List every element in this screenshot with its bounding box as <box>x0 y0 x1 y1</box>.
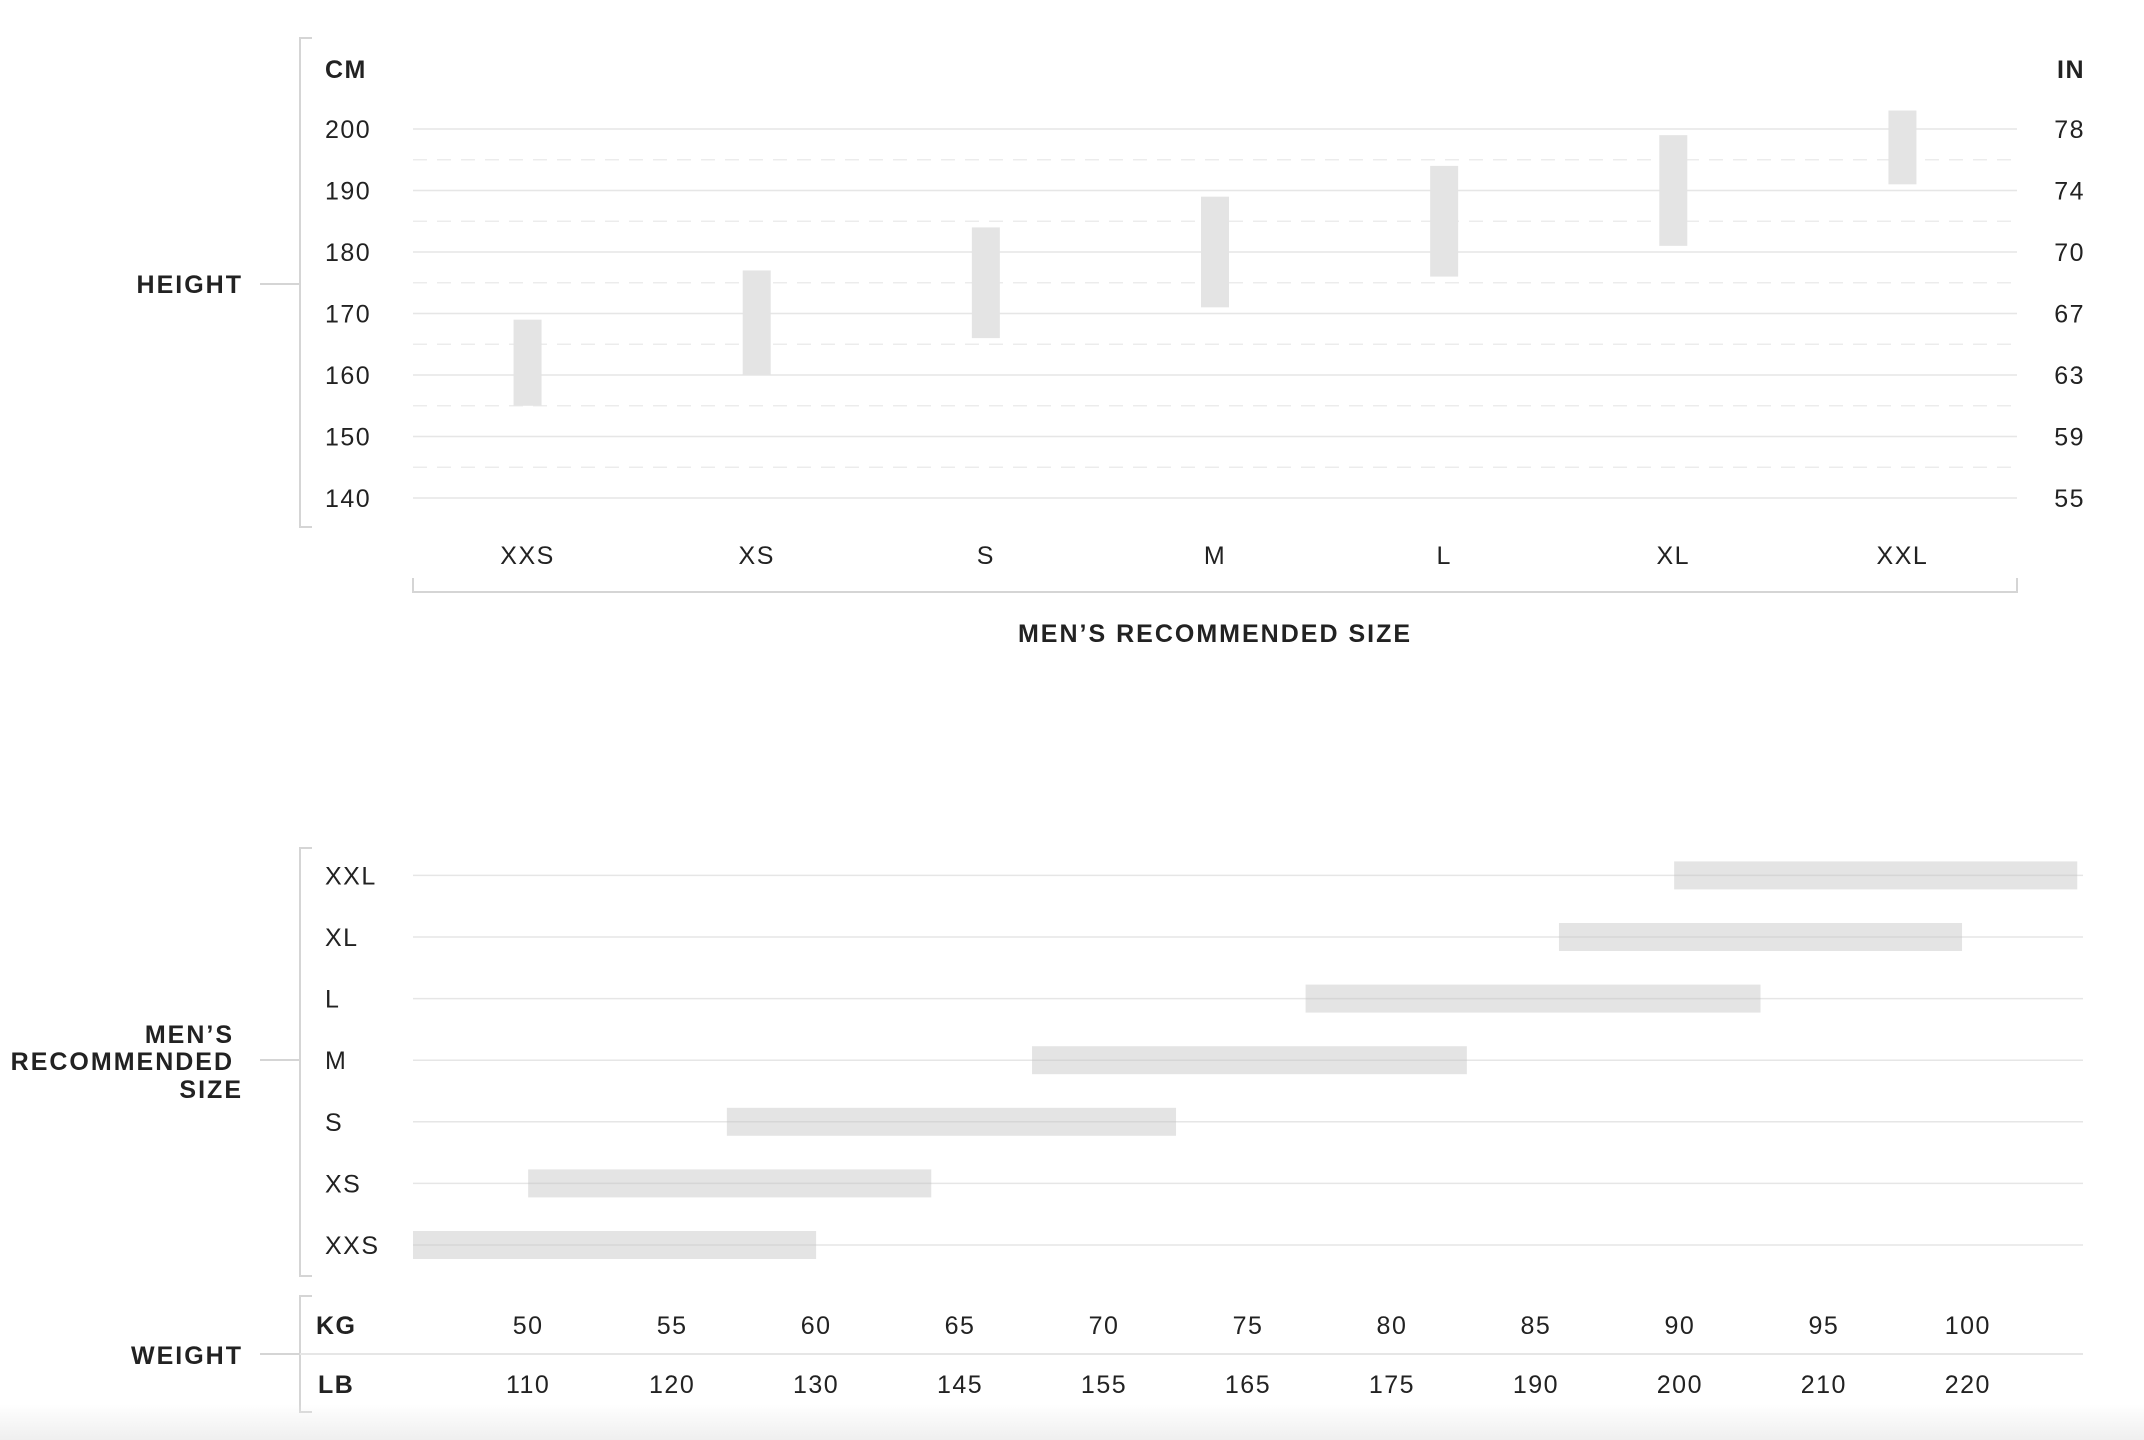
height-size-label: L <box>1436 542 1451 570</box>
height-axis-bracket <box>299 37 312 528</box>
weight-kg-ticks: 50 55 60 65 70 75 80 85 90 95 100 <box>513 1312 1991 1340</box>
size-row-label-line-2: RECOMMENDED <box>11 1048 234 1076</box>
weight-size-label: S <box>325 1109 343 1137</box>
weight-row-label: WEIGHT <box>131 1342 243 1370</box>
weight-lb-tick-label: 190 <box>1513 1371 1559 1399</box>
size-row-label: MEN’S RECOMMENDED SIZE <box>11 1021 243 1104</box>
cm-unit-label: CM <box>325 56 367 84</box>
weight-kg-tick-label: 75 <box>1233 1312 1264 1340</box>
height-size-label: XL <box>1656 542 1690 570</box>
weight-lb-tick-label: 165 <box>1225 1371 1271 1399</box>
height-in-tick-label: 59 <box>2054 424 2085 452</box>
weight-kg-tick-label: 70 <box>1089 1312 1120 1340</box>
weight-kg-tick-label: 95 <box>1808 1312 1839 1340</box>
weight-kg-tick-label: 60 <box>801 1312 832 1340</box>
weight-lb-tick-label: 155 <box>1081 1371 1127 1399</box>
lb-unit-label: LB <box>318 1371 354 1399</box>
height-range-bar <box>971 227 1000 339</box>
height-cm-tick-label: 140 <box>325 485 371 513</box>
height-bars <box>513 110 1917 406</box>
height-size-label: XXS <box>500 542 555 570</box>
height-size-label: M <box>1204 542 1226 570</box>
weight-size-label: XXL <box>325 862 377 890</box>
height-in-tick-label: 78 <box>2054 116 2085 144</box>
height-range-bar <box>1430 165 1459 277</box>
height-size-labels: XXS XS S M L XL XXL <box>500 542 1929 570</box>
height-in-tick-label: 74 <box>2054 178 2085 206</box>
weight-kg-tick-label: 90 <box>1664 1312 1695 1340</box>
weight-bars <box>413 861 2078 1259</box>
height-cm-tick-label: 200 <box>325 116 371 144</box>
height-cm-tick-label: 170 <box>325 301 371 329</box>
height-size-label: XS <box>739 542 775 570</box>
weight-lb-tick-label: 200 <box>1657 1371 1703 1399</box>
size-row-label-line-1: MEN’S <box>145 1021 234 1049</box>
weight-lb-tick-label: 110 <box>506 1371 550 1399</box>
bottom-fade <box>0 1404 2144 1440</box>
weight-kg-tick-label: 100 <box>1945 1312 1991 1340</box>
weight-lb-tick-label: 120 <box>649 1371 695 1399</box>
height-in-tick-label: 55 <box>2054 485 2085 513</box>
height-cm-ticks: 200 190 180 170 160 150 140 <box>325 116 371 513</box>
height-size-label: S <box>977 542 995 570</box>
weight-size-label: XL <box>325 924 359 952</box>
height-in-tick-label: 63 <box>2054 362 2085 390</box>
weight-kg-tick-label: 80 <box>1377 1312 1408 1340</box>
weight-chart: MEN’S RECOMMENDED SIZE XXS XS S M L XL XXL WEI… <box>11 847 2083 1413</box>
weight-size-label: M <box>325 1047 347 1075</box>
weight-kg-tick-label: 50 <box>513 1312 544 1340</box>
weight-size-labels: XXS XS S M L XL XXL <box>325 862 380 1260</box>
weight-size-label: L <box>325 986 340 1014</box>
weight-lb-tick-label: 130 <box>793 1371 839 1399</box>
weight-lb-tick-label: 210 <box>1801 1371 1847 1399</box>
size-row-label-line-3: SIZE <box>179 1076 243 1104</box>
height-cm-tick-label: 150 <box>325 424 371 452</box>
height-range-bar <box>1659 135 1688 246</box>
height-range-bar <box>742 270 771 375</box>
size-row-bracket <box>299 847 312 1277</box>
kg-unit-label: KG <box>316 1312 357 1340</box>
weight-lb-tick-label: 220 <box>1945 1371 1991 1399</box>
height-in-tick-label: 70 <box>2054 239 2085 267</box>
height-range-bar <box>1888 110 1917 185</box>
weight-lb-tick-label: 175 <box>1369 1371 1415 1399</box>
height-range-bar <box>513 319 542 406</box>
height-x-axis-title: MEN’S RECOMMENDED SIZE <box>1018 620 1412 648</box>
height-cm-tick-label: 180 <box>325 239 371 267</box>
weight-kg-tick-label: 65 <box>945 1312 976 1340</box>
height-size-label: XXL <box>1877 542 1929 570</box>
weight-lb-ticks: 110 120 130 145 155 165 175 190 200 210 220 <box>506 1371 1991 1399</box>
weight-lb-tick-label: 145 <box>937 1371 983 1399</box>
weight-kg-tick-label: 55 <box>657 1312 688 1340</box>
height-cm-tick-label: 190 <box>325 178 371 206</box>
height-in-tick-label: 67 <box>2054 301 2085 329</box>
height-grid <box>413 128 2017 499</box>
weight-kg-tick-label: 85 <box>1521 1312 1552 1340</box>
weight-size-label: XXS <box>325 1232 380 1260</box>
height-range-bar <box>1201 196 1229 308</box>
height-in-ticks: 78 74 70 67 63 59 55 <box>2054 116 2085 513</box>
size-axis-bracket <box>412 578 2018 593</box>
height-row-label: HEIGHT <box>137 271 243 299</box>
in-unit-label: IN <box>2057 56 2085 84</box>
height-cm-tick-label: 160 <box>325 362 371 390</box>
weight-size-label: XS <box>325 1170 361 1198</box>
